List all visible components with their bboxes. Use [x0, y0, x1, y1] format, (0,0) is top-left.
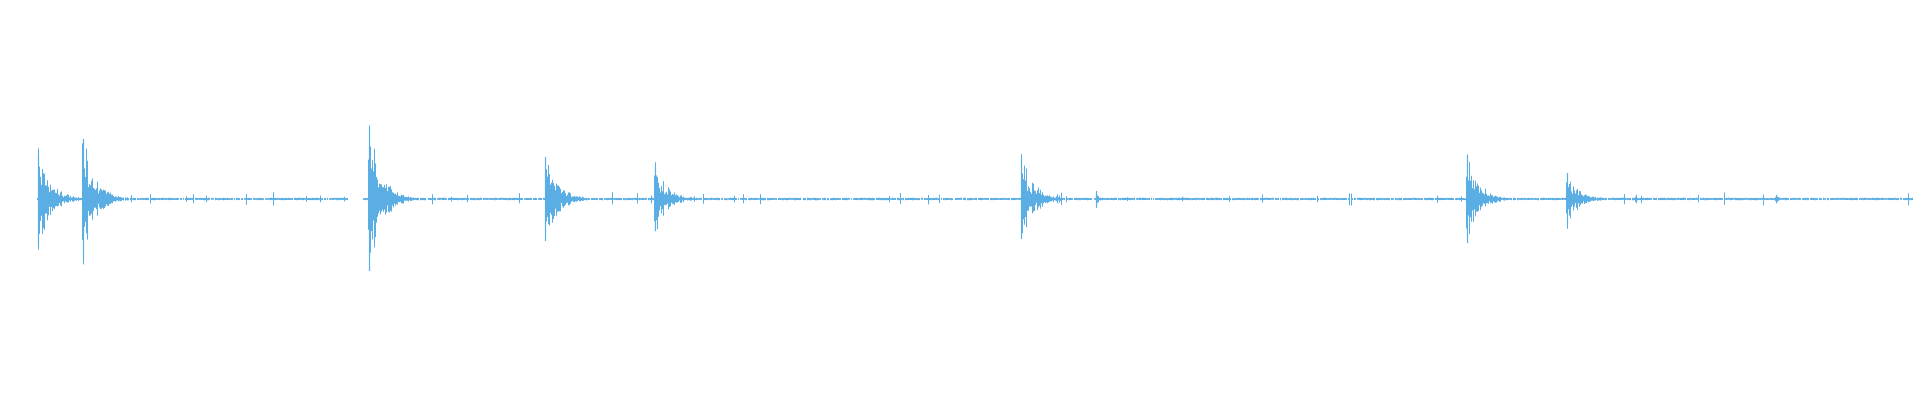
waveform-samples: [37, 125, 1913, 271]
waveform-trace: [37, 125, 1913, 265]
